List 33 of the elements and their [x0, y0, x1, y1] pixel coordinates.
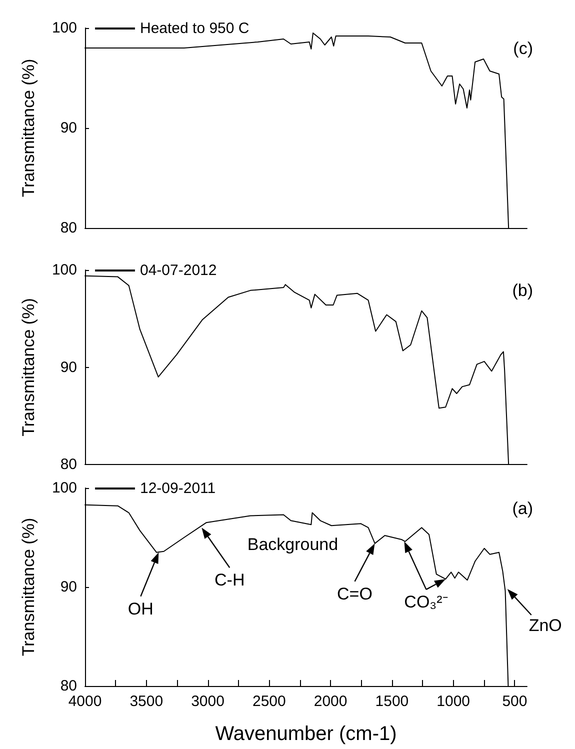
annotation: (b): [512, 281, 533, 300]
legend-label: 12-09-2011: [140, 480, 216, 497]
x-tick-label: 3500: [130, 693, 164, 710]
annotation: OH: [128, 599, 154, 618]
y-tick-label: 90: [60, 358, 77, 376]
y-axis-title: Transmittance (%): [19, 58, 38, 198]
y-tick-label: 80: [60, 456, 77, 473]
x-tick-label: 3000: [191, 693, 224, 710]
y-tick-label: 80: [60, 678, 77, 694]
y-axis-title: Transmittance (%): [19, 518, 38, 656]
annotation: C=O: [337, 584, 372, 604]
annotation: CO₃²⁻: [404, 592, 448, 612]
legend-label: 04-07-2012: [140, 262, 217, 279]
y-tick-label: 90: [60, 578, 77, 596]
x-tick-label: 2000: [314, 693, 348, 710]
x-tick-label: 2500: [252, 693, 286, 710]
legend-label: Heated to 950 C: [140, 20, 250, 37]
x-tick-label: 1000: [436, 693, 470, 710]
annotation: Background: [247, 535, 338, 554]
y-tick-label: 100: [52, 480, 77, 496]
y-tick-label: 90: [60, 120, 77, 136]
annotation: (c): [513, 39, 533, 58]
x-axis-title: Wavenumber (cm-1): [215, 723, 397, 745]
y-axis-title: Transmittance (%): [19, 298, 38, 436]
y-tick-label: 100: [52, 20, 77, 36]
annotation: ZnO: [528, 616, 562, 635]
x-tick-label: 1500: [375, 693, 409, 710]
annotation: (a): [512, 499, 533, 518]
y-tick-label: 100: [52, 262, 77, 278]
x-tick-label: 500: [502, 693, 528, 710]
y-tick-label: 80: [60, 220, 77, 236]
x-tick-label: 4000: [68, 693, 102, 710]
annotation: C-H: [214, 570, 245, 590]
